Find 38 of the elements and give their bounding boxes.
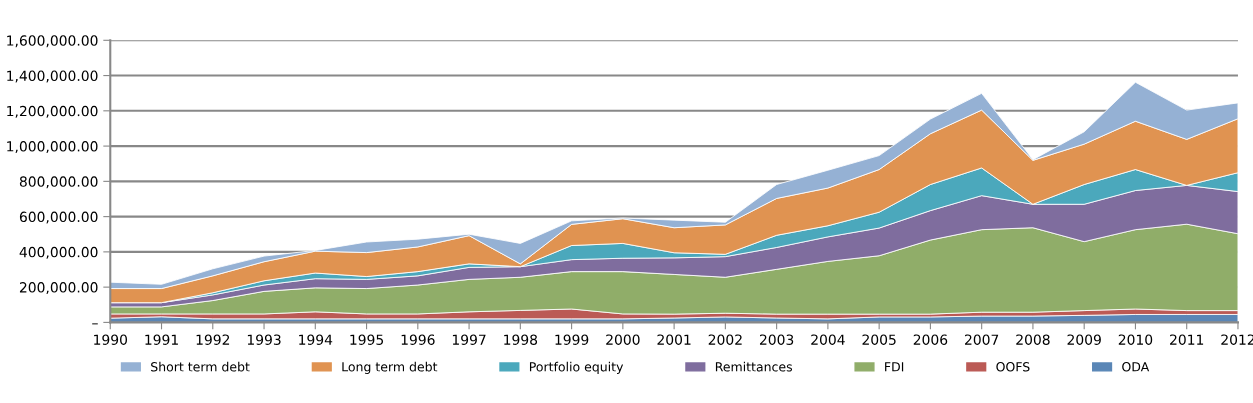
x-tick-label: 1996 xyxy=(401,334,435,345)
y-tick-label: 1,600,000.00 xyxy=(7,35,98,48)
y-tick-label: 1,400,000.00 xyxy=(7,70,98,83)
x-tick-label: 2010 xyxy=(1118,334,1153,345)
y-tick-label: 1,200,000.00 xyxy=(7,105,98,118)
x-tick-label: 1993 xyxy=(247,334,281,345)
y-tick-label: 1,000,000.00 xyxy=(7,141,98,153)
legend-label: FDI xyxy=(885,362,904,372)
y-tick-label: 400,000.00 xyxy=(19,246,98,259)
x-tick-label: 2011 xyxy=(1170,334,1204,345)
y-tick-label: 800,000.00 xyxy=(19,176,98,189)
x-tick-label: 2003 xyxy=(759,334,794,345)
x-tick-label: 2004 xyxy=(811,334,845,345)
y-tick-label: – xyxy=(92,323,98,325)
x-tick-label: 1991 xyxy=(145,334,178,345)
x-tick-label: 1994 xyxy=(299,334,333,345)
x-tick-label: 1990 xyxy=(94,334,128,345)
x-tick-label: 2005 xyxy=(862,334,896,345)
x-tick-label: 1999 xyxy=(555,334,589,345)
legend-label: Remittances xyxy=(715,361,793,372)
x-tick-label: 2007 xyxy=(965,334,999,345)
y-tick-label: 200,000.00 xyxy=(19,282,98,295)
x-tick-label: 2006 xyxy=(913,334,948,345)
y-tick-label: 600,000.00 xyxy=(19,211,98,224)
x-tick-label: 1992 xyxy=(196,334,230,345)
legend-label: Short term debt xyxy=(151,361,250,372)
x-tick-label: 2001 xyxy=(657,334,691,345)
x-tick-label: 2000 xyxy=(606,334,640,345)
legend-label: Portfolio equity xyxy=(529,361,624,374)
legend-label: ODA xyxy=(1122,362,1150,372)
x-tick-label: 1997 xyxy=(452,334,486,345)
legend-label: OOFS xyxy=(996,362,1030,372)
legend-label: Long term debt xyxy=(342,361,438,374)
x-tick-label: 2008 xyxy=(1016,334,1050,345)
x-tick-label: 1995 xyxy=(350,334,384,345)
x-tick-label: 2009 xyxy=(1067,334,1101,345)
x-tick-label: 1998 xyxy=(504,334,538,345)
x-tick-label: 2002 xyxy=(708,334,742,345)
